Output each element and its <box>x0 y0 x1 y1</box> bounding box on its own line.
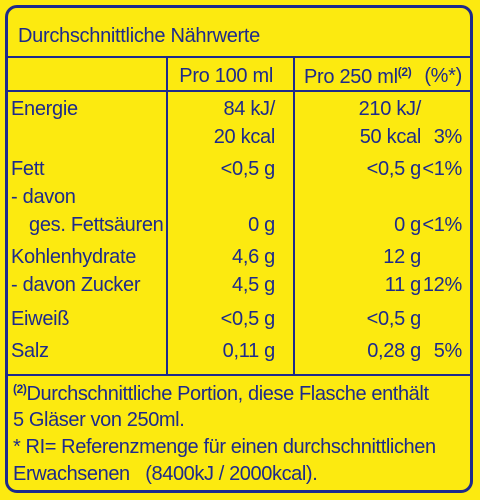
header-per-250ml: Pro 250 ml(2) <box>304 65 412 88</box>
eiweiss-per100: <0,5 g <box>220 308 276 330</box>
header-per-100ml: Pro 100 ml <box>179 65 273 87</box>
energie-per100-kj: 84 kJ/ <box>223 98 275 120</box>
salz-per100: 0,11 g <box>222 340 276 362</box>
fettsaeuren-ri: <1% <box>422 214 462 236</box>
energie-per250-kj: 210 kJ/ <box>358 98 422 120</box>
fett-per250: <0,5 g <box>366 158 422 180</box>
nutrient-energie: Energie <box>11 98 78 120</box>
fettsaeuren-per250: 0 g <box>394 214 421 236</box>
header-ri-percent: (%*) <box>424 65 462 87</box>
eiweiss-per250: <0,5 g <box>366 308 422 330</box>
zucker-ri: 12% <box>422 274 462 296</box>
kohlenhydrate-per100: 4,6 g <box>232 246 275 268</box>
energie-ri: 3% <box>433 126 463 148</box>
nutrition-label: Durchschnittliche Nährwerte Pro 100 ml P… <box>5 5 473 493</box>
fett-ri: <1% <box>422 158 462 180</box>
fettsaeuren-per100: 0 g <box>248 214 275 236</box>
nutrient-salz: Salz <box>11 340 49 362</box>
nutrient-eiweiss: Eiweiß <box>11 308 70 330</box>
label-title: Durchschnittliche Nährwerte <box>18 25 260 47</box>
column-divider-1 <box>166 56 168 374</box>
footnote-ri: * RI= Referenzmenge für einen durchschni… <box>13 436 436 458</box>
zucker-per250: 11 g <box>384 274 422 296</box>
rule-bottom <box>8 374 470 376</box>
zucker-per100: 4,5 g <box>232 274 275 296</box>
energie-per100-kcal: 20 kcal <box>213 126 276 148</box>
nutrient-kohlenhydrate: Kohlenhydrate <box>11 246 137 268</box>
rule-header <box>8 90 470 92</box>
nutrient-davon: - davon <box>11 186 76 208</box>
fett-per100: <0,5 g <box>220 158 276 180</box>
nutrient-zucker: - davon Zucker <box>11 274 141 296</box>
footnote-ri-line2: Erwachsenen (8400kJ / 2000kcal). <box>13 463 318 485</box>
column-divider-2 <box>293 56 295 374</box>
footnote-portion-line2: 5 Gläser von 250ml. <box>13 409 185 431</box>
salz-per250: 0,28 g <box>367 340 421 362</box>
rule-top <box>8 56 470 58</box>
footnote-portion: (2)Durchschnittliche Portion, diese Flas… <box>13 382 429 405</box>
nutrient-ges-fettsaeuren: ges. Fettsäuren <box>29 214 164 236</box>
energie-per250-kcal: 50 kcal <box>359 126 422 148</box>
kohlenhydrate-per250: 12 g <box>383 246 421 268</box>
nutrient-fett: Fett <box>11 158 45 180</box>
salz-ri: 5% <box>433 340 463 362</box>
